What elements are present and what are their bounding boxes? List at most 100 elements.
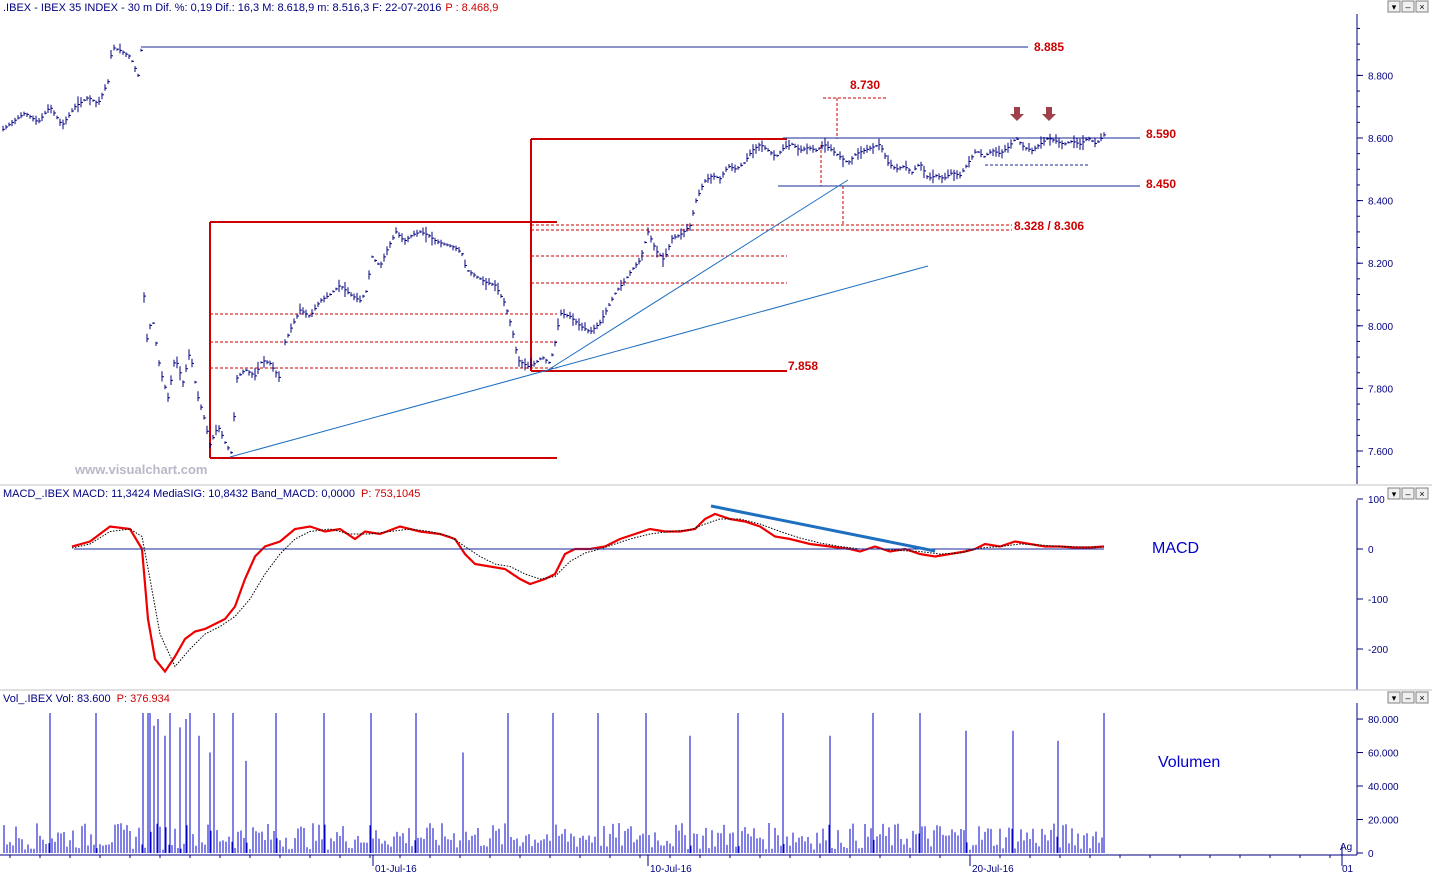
arrows — [1010, 107, 1056, 121]
price-axis-tick-label: 7.600 — [1368, 447, 1393, 458]
window-button[interactable]: × — [1415, 0, 1429, 13]
ohlc-bar — [641, 250, 644, 261]
ohlc-bar — [128, 54, 131, 59]
ohlc-bar — [590, 326, 593, 335]
ohlc-bar — [38, 118, 41, 124]
ohlc-bar — [857, 148, 860, 160]
ohlc-bar — [1061, 140, 1064, 150]
ohlc-bar — [605, 307, 608, 315]
ohlc-bar — [653, 242, 656, 251]
ohlc-bar — [380, 261, 383, 269]
ohlc-bar — [230, 451, 233, 454]
ohlc-bar — [743, 162, 746, 165]
ohlc-bar — [791, 142, 794, 146]
ohlc-bar — [674, 234, 677, 240]
ohlc-bar — [413, 230, 416, 237]
ohlc-bar — [611, 296, 614, 302]
volume-panel-label: Volumen — [1158, 754, 1220, 771]
window-button-frame — [1401, 691, 1415, 704]
window-button[interactable]: ▾ — [1387, 691, 1401, 704]
ohlc-bar — [143, 292, 146, 303]
ohlc-bar — [437, 239, 440, 245]
ohlc-bar — [284, 339, 287, 346]
ohlc-bar — [584, 322, 587, 331]
ohlc-bar — [503, 298, 506, 307]
ohlc-bar — [473, 272, 476, 278]
ohlc-bar — [218, 425, 221, 433]
ohlc-bar — [878, 138, 881, 151]
macd-axis-tick-label: -200 — [1368, 645, 1388, 656]
ohlc-bar — [914, 165, 917, 171]
down-arrow-icon — [1010, 107, 1024, 121]
ohlc-bar — [1031, 147, 1034, 155]
ohlc-bar — [1028, 143, 1031, 152]
window-button-glyph: – — [1405, 489, 1410, 499]
ohlc-bar — [626, 276, 629, 279]
window-button[interactable]: ▾ — [1387, 0, 1401, 13]
ohlc-bar — [215, 424, 218, 436]
level-7858: 7.858 — [788, 359, 818, 373]
window-button[interactable]: – — [1401, 0, 1415, 13]
ohlc-bar — [629, 270, 632, 276]
ohlc-bar — [638, 257, 641, 265]
ohlc-bar — [521, 359, 524, 368]
ohlc-bar — [302, 307, 305, 315]
ohlc-bar — [161, 371, 164, 382]
ohlc-bar — [1049, 133, 1052, 146]
ohlc-bar — [86, 96, 89, 101]
window-button-frame — [1415, 691, 1429, 704]
ohlc-bar — [266, 360, 269, 365]
ohlc-bar — [632, 267, 635, 271]
ohlc-bar — [851, 156, 854, 165]
ohlc-bar — [770, 151, 773, 156]
window-button[interactable]: – — [1401, 487, 1415, 500]
ohlc-bar — [959, 171, 962, 179]
date-tick-label: 10-Jul-16 — [650, 864, 692, 874]
ohlc-bar — [1067, 141, 1070, 144]
ohlc-bar — [785, 140, 788, 149]
ohlc-bar — [290, 323, 293, 333]
ohlc-bar — [209, 442, 212, 449]
ohlc-bar — [962, 168, 965, 173]
window-button[interactable]: × — [1415, 691, 1429, 704]
ohlc-bar — [935, 174, 938, 178]
volume-bars — [3, 713, 1105, 853]
ohlc-bar — [905, 160, 908, 171]
time-axis: 01-Jul-16 10-Jul-16 20-Jul-16 Ag 01 — [9, 842, 1354, 874]
window-button[interactable]: ▾ — [1387, 487, 1401, 500]
ohlc-bar — [29, 114, 32, 119]
ohlc-bar — [1058, 138, 1061, 148]
ohlc-bar — [125, 52, 128, 57]
window-button[interactable]: – — [1401, 691, 1415, 704]
window-button-glyph: × — [1419, 693, 1424, 703]
ohlc-bar — [62, 119, 65, 130]
ohlc-bar — [1055, 134, 1058, 144]
ohlc-bar — [56, 115, 59, 120]
macd-line — [71, 512, 1105, 674]
ohlc-bar — [644, 241, 647, 244]
price-header: .IBEX - IBEX 35 INDEX - 30 m Dif. %: 0,1… — [3, 2, 498, 14]
ohlc-bar — [74, 103, 77, 111]
ohlc-bar — [572, 313, 575, 326]
ohlc-bar — [98, 96, 101, 105]
ohlc-bar — [533, 360, 536, 367]
window-button-glyph: – — [1405, 2, 1410, 12]
ohlc-bar — [512, 330, 515, 339]
ohlc-bar — [1019, 141, 1022, 145]
ohlc-bar — [698, 189, 701, 197]
ohlc-bar — [164, 384, 167, 390]
ohlc-bar — [197, 391, 200, 402]
ohlc-bar — [569, 311, 572, 320]
ohlc-bar — [557, 318, 560, 331]
ohlc-bar — [734, 164, 737, 173]
ohlc-bar — [620, 279, 623, 291]
ohlc-bar — [833, 147, 836, 156]
ohlc-bar — [44, 110, 47, 115]
ohlc-bar — [11, 120, 14, 127]
ohlc-bar — [725, 166, 728, 172]
ohlc-bar — [227, 445, 230, 451]
ohlc-bar — [758, 142, 761, 151]
ohlc-bar — [635, 262, 638, 269]
ohlc-bar — [362, 294, 365, 298]
window-button[interactable]: × — [1415, 487, 1429, 500]
